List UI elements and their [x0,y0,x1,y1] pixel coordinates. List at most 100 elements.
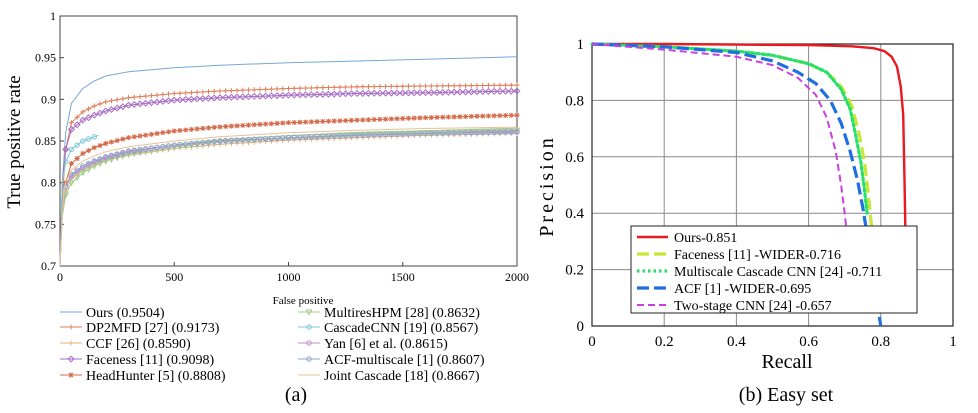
chart-a-point [222,138,230,146]
chart-a-point [217,138,223,144]
chart-a-point [113,104,121,112]
chart-b-legend-item: Multiscale Cascade CNN [24] -0.711 [637,265,882,280]
chart-a-point [303,119,309,125]
chart-a-point [348,132,355,139]
chart-a-point [246,87,252,93]
chart-a-ytick-label: 0.75 [35,217,56,231]
chart-a-point [114,97,120,103]
chart-a-point [365,117,371,123]
chart-a-point [125,151,133,158]
chart-a-legend-item: CascadeCNN [19] (0.8567) [298,321,479,336]
chart-a-point [182,96,190,104]
chart-a-point [485,129,492,136]
chart-a-point [228,123,234,129]
chart-a-point [303,85,309,91]
chart-a-ytick-label: 0.9 [41,92,56,106]
chart-a-point [427,130,435,137]
chart-a-point [131,94,137,100]
chart-a-point [188,90,194,96]
chart-a-point [330,90,338,98]
chart-a-point [136,100,144,108]
chart-a-point [108,152,115,159]
chart-a-point [200,139,206,146]
chart-a-point [130,101,138,109]
chart-a-point [160,130,166,136]
chart-a-xtick-label: 1000 [277,270,301,284]
chart-a-ytick-label: 0.95 [35,51,56,65]
chart-a-point [434,114,440,120]
chart-a-point [80,151,86,156]
chart-a-point [183,90,189,96]
chart-a-point [337,118,343,124]
chart-a-line [59,134,99,267]
chart-a-point [102,107,110,115]
chart-a-point [457,130,463,136]
chart-a-point [370,131,378,138]
chart-a-point [131,134,137,140]
chart-a-point [193,95,201,103]
chart-a-point [365,131,372,138]
chart-a-point [405,83,411,89]
chart-a-point [360,84,366,90]
chart-a-point [126,95,132,101]
chart-a-point [239,93,247,101]
chart-a-point [331,133,337,139]
chart-a-point [194,126,200,132]
chart-a-point [291,119,297,125]
chart-a-series-cascadecnn-19-0-8567 [59,134,99,267]
chart-a-point [297,134,303,140]
chart-a-point [377,116,383,122]
chart-a-point [462,88,470,96]
chart-a-point [68,120,74,126]
chart-a-point [274,86,280,92]
chart-a-point [394,116,400,122]
chart-a-point [131,147,137,153]
chart-a-point [456,129,464,136]
chart-a-point [171,142,177,148]
chart-a-legend-item: Faceness [11] (0.9098) [60,353,215,368]
chart-a-legend-marker [306,356,312,362]
chart-a-point [480,113,486,119]
chart-b-y-ticks: 0 0.2 0.4 0.6 0.8 1 [565,37,584,335]
chart-a-point [67,180,75,187]
chart-a-point [210,139,218,147]
chart-a-point [508,112,514,118]
chart-a-point [411,83,417,89]
chart-a-point [383,83,389,89]
chart-a-point [86,106,92,112]
chart-a-series-dp2mfd-27-0-9173 [59,82,520,267]
chart-a-point [125,148,132,154]
chart-a-point [222,138,229,144]
chart-a-point [457,114,463,120]
chart-a-point [410,130,418,137]
chart-a-point [337,133,343,139]
chart-a-point [74,156,80,161]
chart-a-point [320,85,326,91]
chart-a-point [256,92,264,100]
chart-a-point [325,118,331,124]
chart-a-point [137,146,143,153]
chart-a-point [119,103,127,111]
chart-a-point [450,88,458,96]
chart-b-ytick-label: 0 [577,319,585,335]
chart-a-point [354,84,360,90]
chart-a-point [63,159,69,165]
chart-a-point [457,83,463,89]
chart-a-point [319,90,327,98]
chart-a-ytick-label: 0.85 [35,134,56,148]
chart-a-point [233,138,241,145]
chart-a-point [331,84,337,90]
chart-a-point [290,91,298,99]
chart-b-legend-label: ACF [1] -WIDER-0.695 [674,282,811,297]
chart-a-point [428,83,434,89]
chart-a-legend-label: MultiresHPM [28] (0.8632) [324,306,480,321]
chart-a-point [491,129,497,136]
chart-a-point [250,92,258,100]
chart-a-point [377,84,383,90]
chart-a-point [308,134,315,140]
chart-a-point [308,119,314,125]
chart-a-legend-item: Yan [6] et al. (0.8615) [298,337,448,352]
chart-b-xtick-label: 0 [588,334,596,350]
chart-b-series-group [590,42,907,327]
chart-a-point [107,106,115,114]
